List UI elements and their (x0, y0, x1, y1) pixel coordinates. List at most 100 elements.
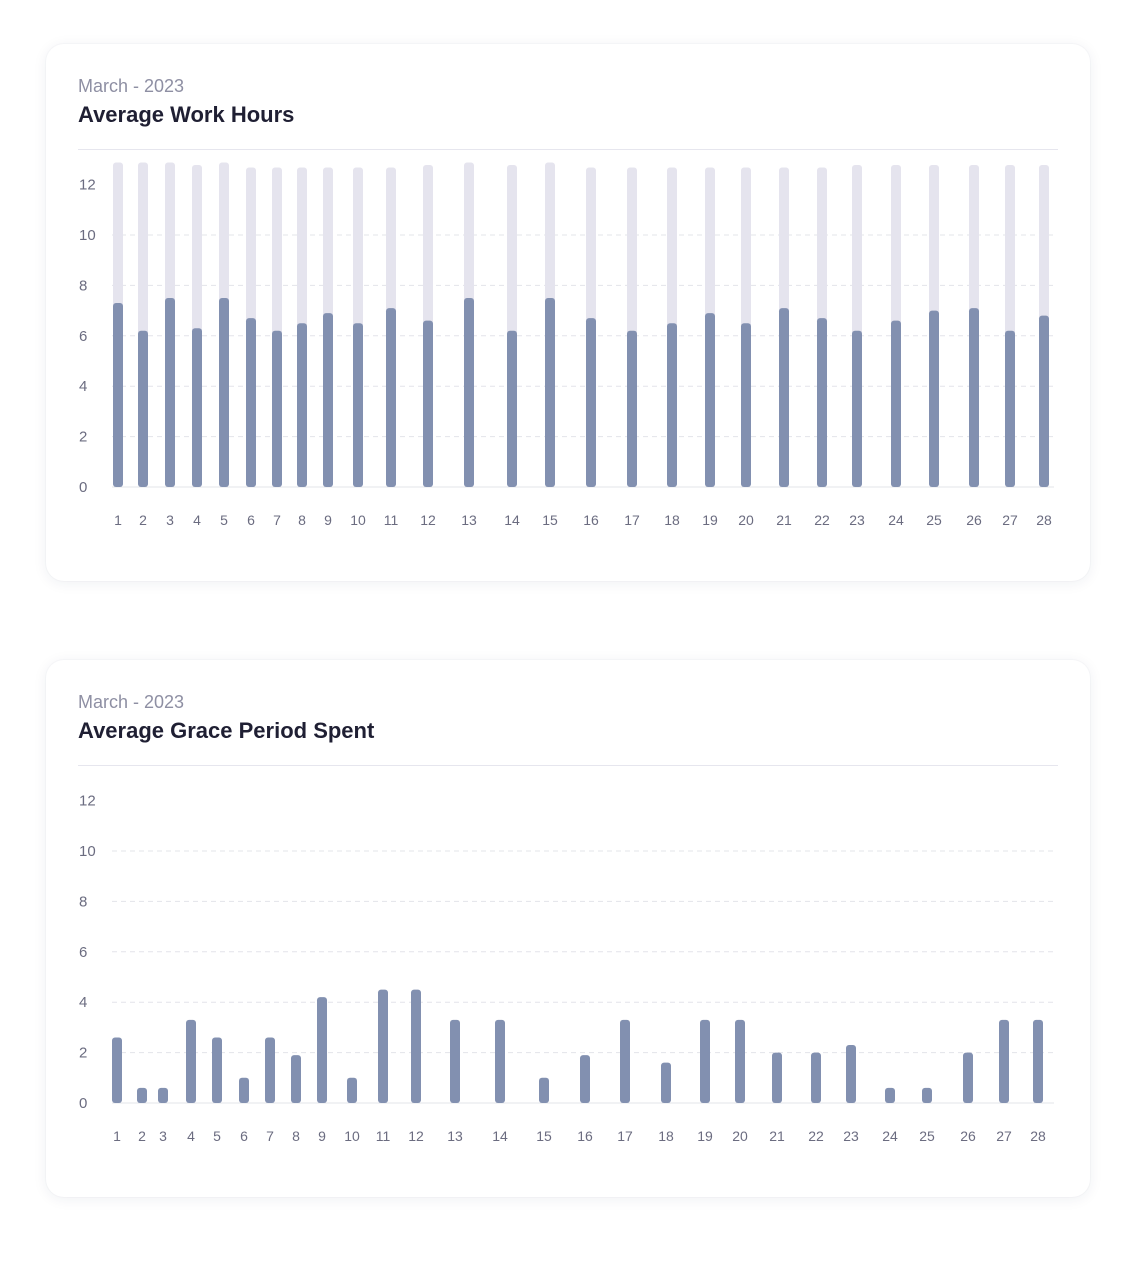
x-tick-label: 10 (350, 512, 366, 528)
y-tick-label: 12 (79, 793, 96, 810)
bar-remaining (667, 167, 677, 327)
bar-remaining (192, 165, 202, 332)
x-tick-label: 2 (138, 1128, 146, 1144)
bar-remaining (586, 167, 596, 322)
bar (138, 331, 148, 487)
bar (291, 1055, 301, 1103)
bar-remaining (138, 162, 148, 334)
bar (265, 1037, 275, 1103)
x-tick-label: 13 (447, 1128, 463, 1144)
x-tick-label: 6 (240, 1128, 248, 1144)
bar-remaining (705, 167, 715, 317)
x-tick-label: 17 (617, 1128, 633, 1144)
bar-remaining (741, 167, 751, 327)
x-tick-label: 25 (926, 512, 942, 528)
x-tick-label: 28 (1030, 1128, 1046, 1144)
x-tick-label: 24 (882, 1128, 898, 1144)
bar (627, 331, 637, 487)
x-tick-label: 21 (776, 512, 792, 528)
bar-remaining (929, 165, 939, 315)
bar (386, 308, 396, 487)
x-tick-label: 5 (213, 1128, 221, 1144)
bar (969, 308, 979, 487)
bar (620, 1020, 630, 1103)
y-tick-label: 4 (79, 994, 87, 1011)
bar (411, 990, 421, 1103)
y-tick-label: 8 (79, 277, 87, 294)
bar (192, 328, 202, 487)
x-tick-label: 3 (159, 1128, 167, 1144)
bar-remaining (891, 165, 901, 325)
bar (772, 1053, 782, 1103)
y-tick-label: 2 (79, 429, 87, 446)
x-tick-label: 14 (504, 512, 520, 528)
y-tick-label: 10 (79, 227, 96, 244)
x-tick-label: 14 (492, 1128, 508, 1144)
bar (580, 1055, 590, 1103)
x-tick-label: 7 (273, 512, 281, 528)
bar (963, 1053, 973, 1103)
x-tick-label: 15 (536, 1128, 552, 1144)
bar-remaining (323, 167, 333, 317)
x-tick-label: 26 (966, 512, 982, 528)
grace-period-card: March - 2023 Average Grace Period Spent … (46, 660, 1090, 1197)
grace-period-chart: 0246810121 2 3 4 5 6 7 8 9 10 11 12 13 14 15 16 17 18 19 20… (46, 660, 1090, 1197)
bar (186, 1020, 196, 1103)
bar-remaining (113, 162, 123, 307)
bar-remaining (386, 167, 396, 312)
x-tick-label: 24 (888, 512, 904, 528)
bar (999, 1020, 1009, 1103)
bar (929, 311, 939, 487)
x-tick-label: 10 (344, 1128, 360, 1144)
x-tick-label: 11 (376, 1128, 391, 1144)
bar (507, 331, 517, 487)
x-tick-label: 16 (577, 1128, 593, 1144)
bar (212, 1037, 222, 1103)
bar (378, 990, 388, 1103)
y-tick-label: 6 (79, 944, 87, 961)
bar (450, 1020, 460, 1103)
bar (667, 323, 677, 487)
work-hours-card: March - 2023 Average Work Hours 0 2 4 6 8 10 1… (46, 44, 1090, 581)
bar (779, 308, 789, 487)
x-tick-label: 19 (697, 1128, 713, 1144)
bar (741, 323, 751, 487)
bar-remaining (507, 165, 517, 335)
x-tick-label: 4 (187, 1128, 195, 1144)
bar (297, 323, 307, 487)
bar-remaining (165, 162, 175, 302)
x-tick-label: 18 (658, 1128, 674, 1144)
y-tick-label: 0 (79, 479, 87, 496)
bar-remaining (969, 165, 979, 312)
y-tick-label: 4 (79, 378, 87, 395)
x-tick-label: 6 (247, 512, 255, 528)
bar (539, 1078, 549, 1103)
bar-remaining (464, 162, 474, 302)
y-tick-label: 12 (79, 177, 96, 194)
x-tick-label: 23 (843, 1128, 859, 1144)
bar (495, 1020, 505, 1103)
x-tick-label: 1 (114, 512, 122, 528)
x-tick-label: 13 (461, 512, 477, 528)
bar-remaining (1005, 165, 1015, 335)
x-tick-label: 16 (583, 512, 599, 528)
x-tick-label: 12 (408, 1128, 424, 1144)
x-tick-label: 20 (738, 512, 754, 528)
bar-remaining (852, 165, 862, 335)
bar (922, 1088, 932, 1103)
bar-remaining (1039, 165, 1049, 320)
bar (423, 321, 433, 487)
x-tick-label: 19 (702, 512, 718, 528)
bar (158, 1088, 168, 1103)
bar (545, 298, 555, 487)
bar (317, 997, 327, 1103)
bar-remaining (353, 167, 363, 327)
x-tick-label: 18 (664, 512, 680, 528)
y-tick-label: 2 (79, 1045, 87, 1062)
x-tick-label: 9 (318, 1128, 326, 1144)
x-tick-label: 12 (420, 512, 436, 528)
bar-remaining (627, 167, 637, 334)
y-tick-label: 8 (79, 893, 87, 910)
x-tick-label: 5 (220, 512, 228, 528)
bar (586, 318, 596, 487)
